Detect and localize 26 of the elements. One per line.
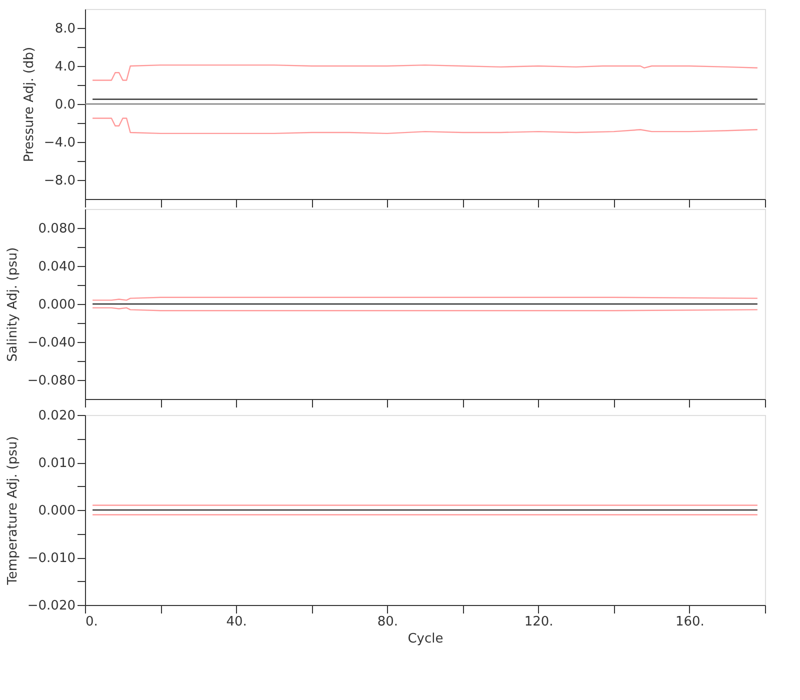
y-tick-label: −4.0 — [44, 136, 76, 150]
y-tick-label: 0.020 — [38, 408, 76, 424]
y-tick-label: 0.040 — [38, 260, 76, 274]
line-series — [92, 64, 758, 81]
x-tick-label: 120. — [524, 614, 554, 630]
x-axis-title: Cycle — [408, 632, 444, 646]
y-tick-label: −8.0 — [44, 174, 76, 188]
y-tick-label: −0.080 — [27, 374, 76, 388]
x-tick-label: 80. — [377, 614, 398, 630]
y-tick-label: 0.000 — [38, 504, 76, 518]
x-tick-label: 0. — [86, 614, 98, 630]
y-tick-label: 0.010 — [38, 456, 76, 471]
y-axis-title: Pressure Adj. (db) — [22, 46, 37, 162]
y-tick-label: 0.0 — [54, 98, 76, 112]
x-tick-label: 40. — [226, 614, 247, 630]
y-tick-label: −0.020 — [27, 598, 76, 614]
y-tick-label: 0.080 — [38, 222, 76, 236]
y-tick-label: 0.000 — [38, 298, 76, 312]
line-series — [92, 118, 758, 134]
y-tick-label: 4.0 — [54, 60, 76, 74]
y-tick-label: −0.040 — [27, 336, 76, 350]
y-tick-label: 8.0 — [54, 22, 76, 36]
y-axis-title: Salinity Adj. (psu) — [5, 247, 20, 362]
y-axis-title: Temperature Adj. (psu) — [5, 436, 20, 586]
y-tick-label: −0.010 — [27, 551, 76, 566]
x-tick-label: 160. — [675, 614, 704, 630]
